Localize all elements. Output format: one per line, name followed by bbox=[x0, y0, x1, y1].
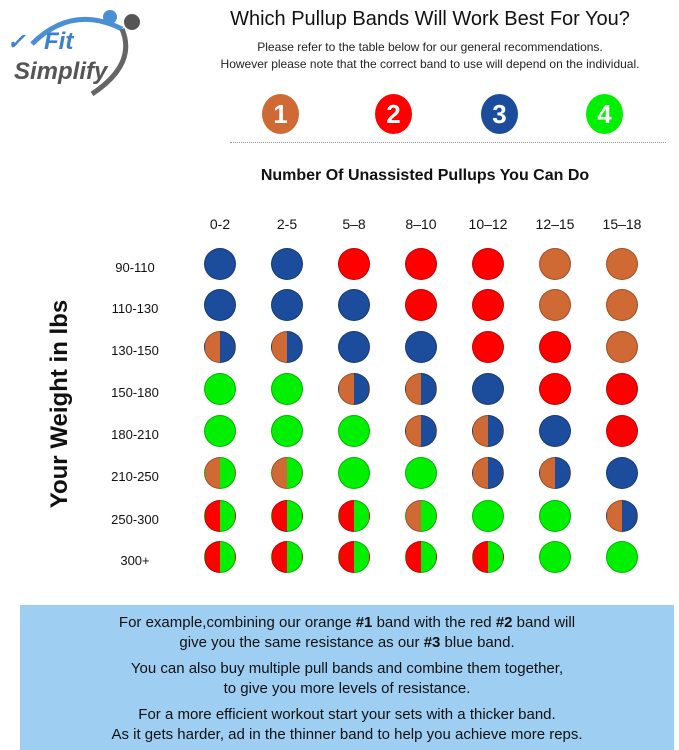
band-cell bbox=[204, 331, 236, 363]
band-cell bbox=[539, 248, 571, 280]
column-label: 5–8 bbox=[342, 216, 366, 232]
band-cell bbox=[472, 289, 504, 321]
band-cell bbox=[338, 331, 370, 363]
band-cell bbox=[539, 331, 571, 363]
row-label: 250-300 bbox=[111, 512, 159, 527]
band-2-badge: 2 bbox=[375, 94, 412, 134]
note-line-1: For example,combining our orange #1 band… bbox=[118, 614, 576, 631]
fit-simplify-logo: ✓ Fit Simplify bbox=[2, 4, 142, 99]
band-cell bbox=[338, 248, 370, 280]
band-cell bbox=[539, 541, 571, 573]
band-cell bbox=[271, 248, 303, 280]
band-cell bbox=[204, 457, 236, 489]
column-label: 15–18 bbox=[602, 216, 642, 232]
band-cell bbox=[204, 500, 236, 532]
band-4-badge: 4 bbox=[586, 94, 623, 134]
logo-text-simplify: Simplify bbox=[14, 58, 109, 85]
band-cell bbox=[405, 415, 437, 447]
note-line-4: to give you more levels of resistance. bbox=[223, 680, 471, 697]
row-label: 150-180 bbox=[111, 385, 159, 400]
band-cell bbox=[539, 457, 571, 489]
svg-text:✓: ✓ bbox=[7, 29, 26, 54]
band-cell bbox=[271, 500, 303, 532]
column-label: 12–15 bbox=[535, 216, 575, 232]
row-label: 90-110 bbox=[115, 260, 155, 275]
band-cell bbox=[338, 541, 370, 573]
band-cell bbox=[271, 373, 303, 405]
band-cell bbox=[606, 248, 638, 280]
band-cell bbox=[606, 500, 638, 532]
band-cell bbox=[472, 373, 504, 405]
band-cell bbox=[472, 331, 504, 363]
band-cell bbox=[606, 373, 638, 405]
band-1-badge: 1 bbox=[262, 94, 299, 134]
band-cell bbox=[472, 248, 504, 280]
band-cell bbox=[204, 415, 236, 447]
column-label: 0-2 bbox=[209, 216, 231, 232]
band-cell bbox=[472, 415, 504, 447]
band-cell bbox=[606, 331, 638, 363]
page-title: Which Pullup Bands Will Work Best For Yo… bbox=[230, 8, 630, 30]
band-cell bbox=[405, 457, 437, 489]
band-cell bbox=[338, 500, 370, 532]
row-label: 300+ bbox=[120, 553, 150, 568]
subtitle-1: Please refer to the table below for our … bbox=[257, 40, 603, 54]
band-cell bbox=[539, 373, 571, 405]
band-3-badge: 3 bbox=[481, 94, 518, 134]
row-label: 210-250 bbox=[111, 469, 159, 484]
column-label: 8–10 bbox=[405, 216, 437, 232]
band-cell bbox=[204, 248, 236, 280]
column-label: 2-5 bbox=[276, 216, 298, 232]
band-cell bbox=[271, 331, 303, 363]
band-cell bbox=[338, 373, 370, 405]
band-cell bbox=[606, 415, 638, 447]
band-cell bbox=[405, 500, 437, 532]
band-cell bbox=[338, 457, 370, 489]
band-cell bbox=[204, 289, 236, 321]
band-cell bbox=[606, 541, 638, 573]
band-cell bbox=[606, 457, 638, 489]
logo-text-fit: Fit bbox=[44, 28, 74, 55]
band-cell bbox=[472, 457, 504, 489]
column-label: 10–12 bbox=[468, 216, 508, 232]
note-line-3: You can also buy multiple pull bands and… bbox=[130, 660, 564, 677]
band-cell bbox=[472, 500, 504, 532]
band-cell bbox=[271, 457, 303, 489]
band-cell bbox=[271, 415, 303, 447]
band-cell bbox=[405, 373, 437, 405]
row-axis-title: Your Weight in lbs bbox=[46, 299, 73, 509]
note-line-2: give you the same resistance as our #3 b… bbox=[179, 634, 515, 651]
band-cell bbox=[539, 500, 571, 532]
band-cell bbox=[338, 289, 370, 321]
row-label: 130-150 bbox=[111, 343, 159, 358]
band-cell bbox=[606, 289, 638, 321]
band-cell bbox=[405, 331, 437, 363]
band-cell bbox=[539, 289, 571, 321]
column-axis-title: Number Of Unassisted Pullups You Can Do bbox=[260, 167, 590, 184]
band-cell bbox=[271, 289, 303, 321]
band-cell bbox=[204, 541, 236, 573]
band-cell bbox=[472, 541, 504, 573]
note-line-5: For a more efficient workout start your … bbox=[138, 706, 556, 723]
band-cell bbox=[204, 373, 236, 405]
band-cell bbox=[539, 415, 571, 447]
band-cell bbox=[405, 541, 437, 573]
band-cell bbox=[405, 289, 437, 321]
row-label: 110-130 bbox=[111, 301, 159, 316]
note-line-6: As it gets harder, ad in the thinner ban… bbox=[111, 726, 583, 743]
subtitle-2: However please note that the correct ban… bbox=[220, 57, 640, 71]
band-cell bbox=[271, 541, 303, 573]
band-cell bbox=[405, 248, 437, 280]
band-cell bbox=[338, 415, 370, 447]
info-box: For example,combining our orange #1 band… bbox=[20, 605, 674, 750]
row-label: 180-210 bbox=[111, 427, 159, 442]
divider bbox=[230, 142, 666, 143]
